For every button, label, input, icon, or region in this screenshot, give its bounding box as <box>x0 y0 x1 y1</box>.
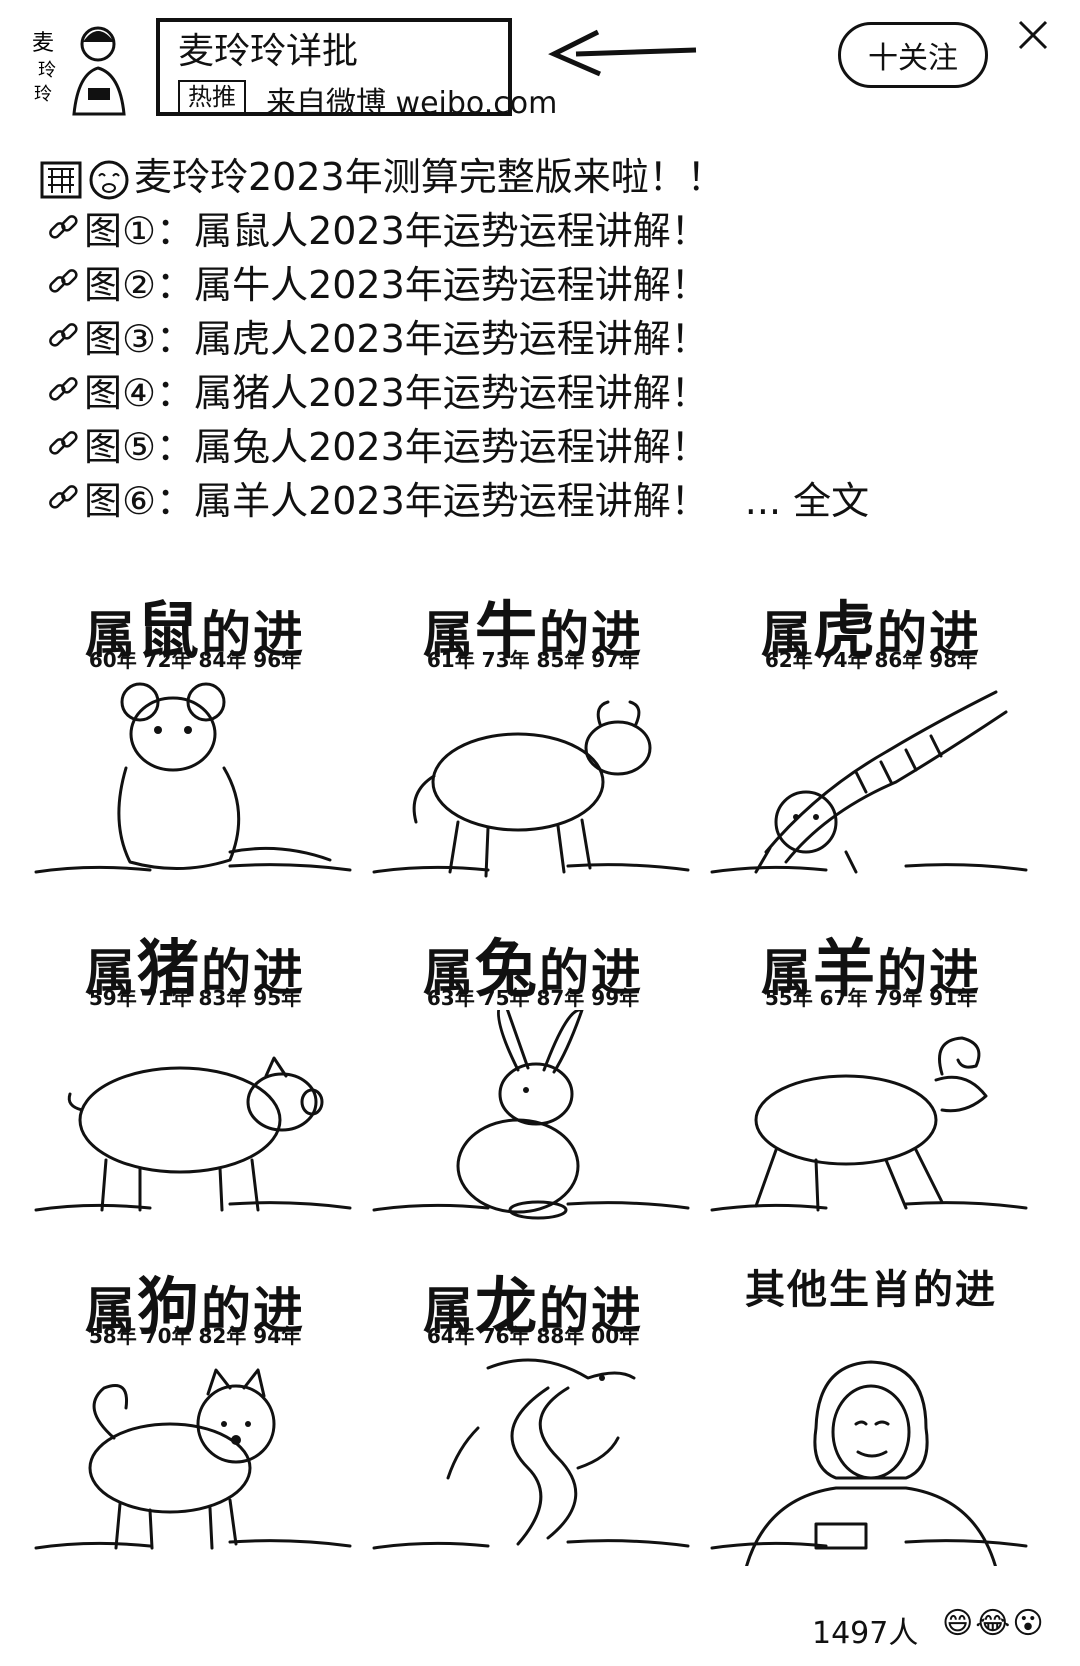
hot-tag: 热推 <box>178 80 246 114</box>
link-icon <box>49 322 78 347</box>
title-prefix: 属 <box>422 605 475 664</box>
title-text: 其他生肖的进 <box>745 1266 997 1313</box>
post-item-line[interactable]: 图③：属虎人2023年运势运程讲解！ <box>46 308 709 363</box>
post-item-line[interactable]: 图①：属鼠人2023年运势运程讲解！ <box>46 200 709 255</box>
post-item-text: 图⑥：属羊人2023年运势运程讲解！ <box>84 479 709 523</box>
link-icon <box>49 430 78 455</box>
zodiac-title: 属猪的进 <box>30 918 360 1008</box>
title-suffix: 的进 <box>877 943 981 1002</box>
author-name[interactable]: 麦玲玲详批 <box>178 31 359 72</box>
title-animal: 兔 <box>474 932 539 1005</box>
title-animal: 狗 <box>136 1270 201 1343</box>
title-suffix: 的进 <box>877 605 981 664</box>
title-prefix: 属 <box>760 943 813 1002</box>
link-icon <box>49 484 78 509</box>
title-prefix: 属 <box>84 1281 137 1340</box>
post-item-text: 图①：属鼠人2023年运势运程讲解！ <box>84 209 709 253</box>
zodiac-years: 62年 74年 86年 98年 <box>764 648 978 672</box>
person-illustration <box>706 1348 1036 1570</box>
dog-illustration <box>30 1348 360 1566</box>
goat-illustration <box>706 1010 1036 1228</box>
title-suffix: 的进 <box>539 943 643 1002</box>
post-item-text: 图③：属虎人2023年运势运程讲解！ <box>84 317 709 361</box>
title-suffix: 的进 <box>201 943 305 1002</box>
zodiac-image-ox[interactable]: 属牛的进 61年 73年 85年 97年 <box>368 580 698 900</box>
zodiac-title: 属龙的进 <box>368 1256 698 1346</box>
zodiac-title: 其他生肖的进 <box>706 1256 1036 1315</box>
zodiac-image-person[interactable]: 其他生肖的进 <box>706 1256 1036 1576</box>
post-item-line[interactable]: 图④：属猪人2023年运势运程讲解！ <box>46 362 709 417</box>
post-item-line[interactable]: 图⑥：属羊人2023年运势运程讲解！ ... 全文 <box>46 470 869 525</box>
svg-text:麦: 麦 <box>32 31 54 56</box>
stamp-badge-icon <box>40 161 82 198</box>
zodiac-title: 属兔的进 <box>368 918 698 1008</box>
link-icon <box>49 376 78 401</box>
title-animal: 牛 <box>474 594 539 667</box>
post-item-text: 图⑤：属兔人2023年运势运程讲解！ <box>84 425 709 469</box>
post-title-text: 麦玲玲2023年测算完整版来啦！！ <box>134 155 725 199</box>
title-suffix: 的进 <box>201 605 305 664</box>
zodiac-years: 59年 71年 83年 95年 <box>88 986 302 1010</box>
title-suffix: 的进 <box>201 1281 305 1340</box>
post-item-text: 图④：属猪人2023年运势运程讲解！ <box>84 371 709 415</box>
zodiac-image-dragon[interactable]: 属龙的进 64年 76年 88年 00年 <box>368 1256 698 1576</box>
zodiac-title: 属虎的进 <box>706 580 1036 670</box>
link-icon <box>49 214 78 239</box>
title-prefix: 属 <box>422 943 475 1002</box>
post-item-line[interactable]: 图②：属牛人2023年运势运程讲解！ <box>46 254 709 309</box>
zodiac-image-dog[interactable]: 属狗的进 58年 70年 82年 94年 <box>30 1256 360 1576</box>
close-icon[interactable] <box>1016 18 1050 52</box>
svg-text:玲: 玲 <box>38 60 56 81</box>
title-prefix: 属 <box>760 605 813 664</box>
title-animal: 羊 <box>812 932 877 1005</box>
zodiac-title: 属鼠的进 <box>30 580 360 670</box>
post-title-line: 麦玲玲2023年测算完整版来啦！！ <box>40 146 725 201</box>
link-icon <box>49 268 78 293</box>
zodiac-years: 64年 76年 88年 00年 <box>426 1324 640 1348</box>
zodiac-title: 属牛的进 <box>368 580 698 670</box>
full-text-link[interactable]: ... 全文 <box>744 479 870 523</box>
title-animal: 龙 <box>474 1270 539 1343</box>
rabbit-illustration <box>368 998 698 1228</box>
author-name-highlight-box <box>156 18 512 116</box>
post-item-line[interactable]: 图⑤：属兔人2023年运势运程讲解！ <box>46 416 709 471</box>
title-animal: 鼠 <box>136 594 201 667</box>
zodiac-image-tiger[interactable]: 属虎的进 62年 74年 86年 98年 <box>706 580 1036 900</box>
ox-illustration <box>368 672 698 890</box>
zodiac-years: 60年 72年 84年 96年 <box>88 648 302 672</box>
zodiac-title: 属羊的进 <box>706 918 1036 1008</box>
zodiac-years: 61年 73年 85年 97年 <box>426 648 640 672</box>
zodiac-title: 属狗的进 <box>30 1256 360 1346</box>
title-suffix: 的进 <box>539 1281 643 1340</box>
title-prefix: 属 <box>84 605 137 664</box>
reaction-emojis[interactable]: 😄😂😮 <box>942 1606 1046 1641</box>
title-animal: 猪 <box>136 932 201 1005</box>
title-animal: 虎 <box>812 594 877 667</box>
title-prefix: 属 <box>422 1281 475 1340</box>
reaction-count: 1497人 <box>812 1616 919 1651</box>
title-prefix: 属 <box>84 943 137 1002</box>
zodiac-years: 58年 70年 82年 94年 <box>88 1324 302 1348</box>
tiger-illustration <box>706 672 1036 890</box>
crying-face-icon <box>89 160 129 199</box>
follow-button[interactable]: 十关注 <box>838 22 988 88</box>
zodiac-image-rabbit[interactable]: 属兔的进 63年 75年 87年 99年 <box>368 918 698 1238</box>
zodiac-years: 63年 75年 87年 99年 <box>426 986 640 1010</box>
dragon-illustration <box>368 1348 698 1566</box>
arrow-left-icon <box>548 29 697 77</box>
rat-illustration <box>30 672 360 890</box>
source-text: 来自微博 weibo.com <box>266 86 558 121</box>
post-item-text: 图②：属牛人2023年运势运程讲解！ <box>84 263 709 307</box>
title-suffix: 的进 <box>539 605 643 664</box>
zodiac-years: 55年 67年 79年 91年 <box>764 986 978 1010</box>
zodiac-image-goat[interactable]: 属羊的进 55年 67年 79年 91年 <box>706 918 1036 1238</box>
zodiac-image-pig[interactable]: 属猪的进 59年 71年 83年 95年 <box>30 918 360 1238</box>
svg-text:玲: 玲 <box>34 84 52 105</box>
zodiac-image-rat[interactable]: 属鼠的进 60年 72年 84年 96年 <box>30 580 360 900</box>
pig-illustration <box>30 1010 360 1228</box>
author-avatar[interactable]: 麦 玲 玲 <box>28 14 138 118</box>
